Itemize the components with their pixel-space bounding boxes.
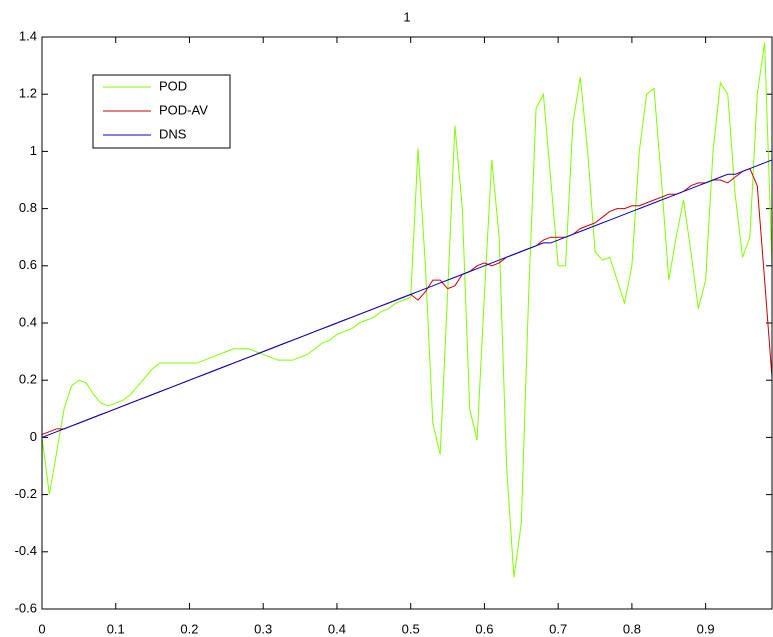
x-tick-label: 0.2 xyxy=(180,621,198,636)
x-tick-label: 0.7 xyxy=(549,621,567,636)
x-tick-label: 0.8 xyxy=(623,621,641,636)
x-tick-label: 0.9 xyxy=(697,621,715,636)
y-tick-label: -0.6 xyxy=(15,600,37,615)
y-tick-label: -0.2 xyxy=(15,486,37,501)
y-tick-label: 0.4 xyxy=(19,314,37,329)
y-tick-label: -0.4 xyxy=(15,543,37,558)
legend-label: POD-AV xyxy=(159,102,208,117)
y-tick-label: 0 xyxy=(30,429,37,444)
y-tick-label: 1.2 xyxy=(19,86,37,101)
x-tick-label: 0.1 xyxy=(107,621,125,636)
plot-area xyxy=(42,42,772,578)
line-series xyxy=(42,42,772,578)
y-tick-label: 1.4 xyxy=(19,28,37,43)
line-series xyxy=(42,159,772,438)
legend-label: POD xyxy=(159,78,187,93)
y-tick-label: 0.8 xyxy=(19,200,37,215)
y-tick-label: 0.6 xyxy=(19,257,37,272)
y-tick-label: 0.2 xyxy=(19,372,37,387)
x-tick-label: 0.5 xyxy=(402,621,420,636)
x-tick-label: 0 xyxy=(38,621,45,636)
chart-title: 1 xyxy=(403,9,410,24)
x-tick-label: 0.6 xyxy=(475,621,493,636)
axes-frame xyxy=(41,36,773,610)
x-tick-label: 0.4 xyxy=(328,621,346,636)
x-tick-label: 0.3 xyxy=(254,621,272,636)
legend-label: DNS xyxy=(159,126,187,141)
y-tick-label: 1 xyxy=(30,143,37,158)
